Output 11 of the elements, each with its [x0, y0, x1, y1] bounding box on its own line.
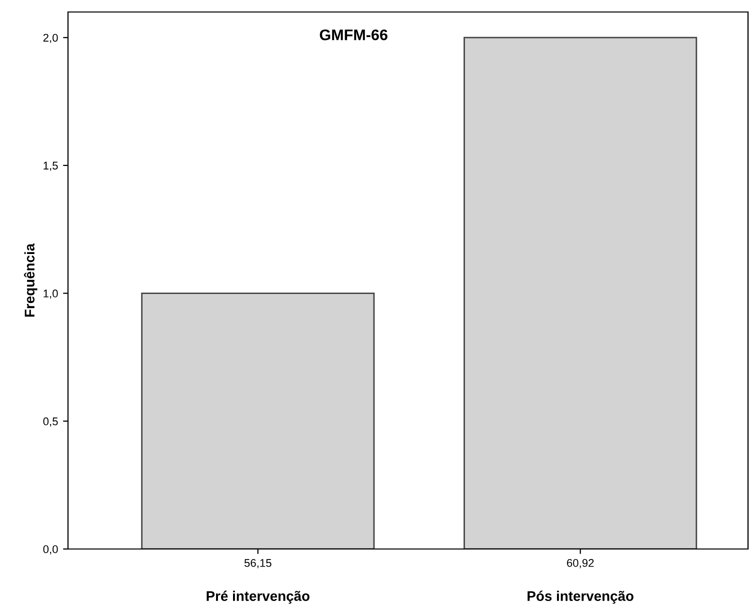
x-tick-label: 56,15: [244, 559, 272, 568]
text: GMFM-66: [320, 29, 388, 40]
text: Pós intervenção: [528, 590, 634, 604]
text: Pré intervenção: [206, 590, 310, 604]
y-tick-label: 2,0: [43, 34, 58, 44]
y-axis-title: Frequência: [24, 243, 38, 317]
y-tick-label: 1,0: [44, 290, 58, 299]
y-tick-label: 0,0: [43, 545, 58, 554]
y-tick-label: 1,5: [44, 162, 58, 171]
y-tick-label: 0,5: [43, 417, 58, 427]
x-tick-label: 60,92: [567, 559, 594, 568]
